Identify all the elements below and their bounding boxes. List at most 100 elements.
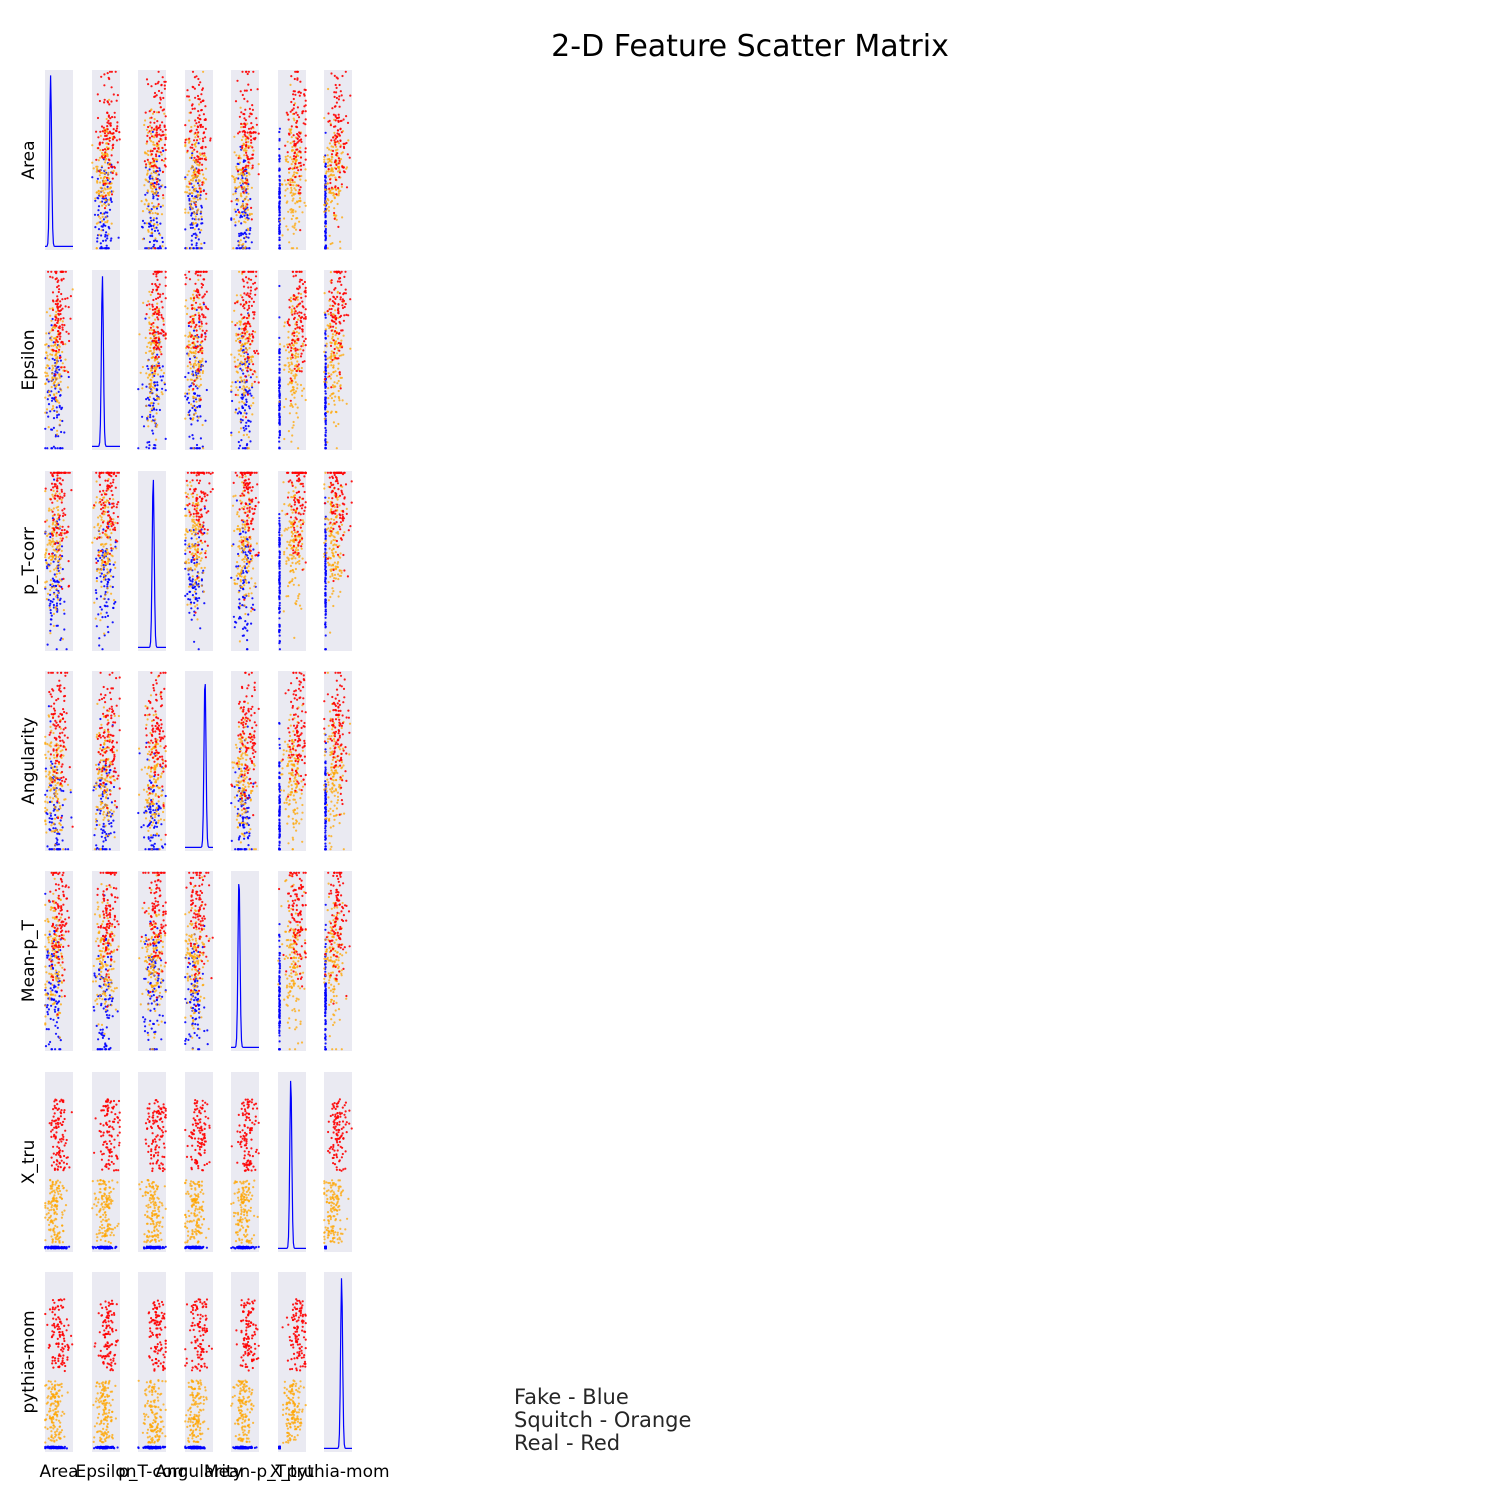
point-squitch	[335, 340, 338, 343]
point-squitch	[95, 247, 98, 250]
point-real	[108, 136, 111, 140]
point-fake	[239, 247, 242, 250]
point-fake	[50, 399, 54, 402]
point-squitch	[289, 156, 292, 159]
point-real	[189, 111, 192, 114]
point-squitch	[144, 336, 147, 339]
point-real	[335, 332, 338, 335]
point-fake	[111, 585, 114, 589]
point-real	[201, 296, 204, 299]
point-squitch	[330, 397, 333, 400]
point-squitch	[294, 228, 298, 231]
point-real	[149, 121, 152, 124]
point-fake	[148, 240, 151, 244]
point-squitch	[148, 209, 151, 212]
point-real	[191, 85, 194, 88]
point-real	[299, 186, 302, 189]
point-squitch	[191, 405, 195, 408]
point-fake	[91, 176, 94, 179]
point-squitch	[54, 354, 57, 357]
point-real	[164, 276, 167, 279]
point-squitch	[155, 412, 158, 415]
point-fake	[278, 195, 281, 198]
point-fake	[188, 576, 191, 579]
point-squitch	[138, 333, 141, 336]
point-squitch	[283, 321, 286, 324]
point-squitch	[148, 322, 151, 326]
point-real	[61, 514, 65, 518]
point-real	[203, 293, 206, 296]
point-squitch	[110, 222, 113, 225]
point-fake	[324, 244, 327, 247]
point-fake	[161, 365, 164, 368]
point-fake	[195, 443, 199, 447]
point-real	[58, 337, 61, 341]
point-squitch	[255, 375, 258, 379]
point-real	[257, 352, 260, 355]
point-squitch	[247, 447, 250, 450]
point-squitch	[194, 352, 197, 355]
point-squitch	[52, 507, 55, 510]
point-real	[162, 194, 165, 197]
point-real	[197, 172, 200, 175]
point-fake	[245, 191, 248, 194]
point-real	[61, 496, 64, 499]
point-squitch	[45, 598, 49, 601]
point-real	[292, 134, 295, 137]
point-squitch	[150, 401, 154, 404]
point-real	[96, 537, 99, 540]
point-real	[204, 335, 207, 338]
point-squitch	[47, 565, 50, 568]
point-fake	[246, 206, 249, 209]
point-real	[297, 91, 300, 94]
point-squitch	[287, 361, 290, 364]
point-squitch	[189, 297, 192, 300]
point-fake	[190, 607, 193, 610]
point-squitch	[198, 303, 202, 306]
point-real	[289, 377, 292, 380]
point-real	[57, 279, 60, 282]
point-fake	[53, 478, 56, 481]
point-real	[193, 379, 196, 382]
point-squitch	[51, 583, 54, 586]
point-squitch	[141, 210, 145, 213]
point-squitch	[97, 215, 100, 218]
point-squitch	[293, 226, 296, 229]
point-squitch	[100, 151, 104, 155]
point-squitch	[44, 396, 47, 399]
point-squitch	[192, 501, 195, 505]
point-squitch	[195, 537, 198, 540]
point-squitch	[324, 209, 328, 212]
point-squitch	[48, 606, 51, 609]
point-squitch	[52, 548, 55, 551]
point-squitch	[108, 187, 111, 190]
point-squitch	[155, 111, 159, 114]
point-squitch	[154, 318, 157, 321]
point-real	[334, 317, 338, 320]
point-real	[158, 338, 161, 341]
point-real	[288, 324, 291, 327]
point-squitch	[109, 523, 112, 526]
point-squitch	[239, 239, 242, 242]
point-real	[102, 489, 105, 492]
point-fake	[164, 389, 167, 392]
point-fake	[102, 528, 105, 531]
point-squitch	[252, 396, 255, 399]
point-real	[300, 345, 303, 348]
point-squitch	[54, 376, 57, 379]
point-squitch	[44, 531, 47, 534]
point-squitch	[230, 385, 233, 388]
point-real	[98, 99, 101, 103]
point-fake	[55, 602, 59, 605]
point-squitch	[244, 364, 247, 367]
point-squitch	[184, 417, 187, 420]
point-squitch	[292, 232, 295, 235]
point-real	[188, 361, 191, 364]
point-squitch	[45, 311, 49, 314]
point-real	[204, 105, 207, 108]
point-real	[200, 108, 203, 112]
point-squitch	[50, 385, 53, 389]
point-real	[340, 270, 343, 273]
point-real	[249, 325, 252, 328]
point-real	[199, 118, 202, 121]
